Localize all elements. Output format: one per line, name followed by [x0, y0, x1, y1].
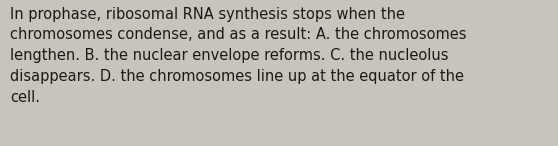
Text: In prophase, ribosomal RNA synthesis stops when the
chromosomes condense, and as: In prophase, ribosomal RNA synthesis sto…: [10, 7, 466, 105]
